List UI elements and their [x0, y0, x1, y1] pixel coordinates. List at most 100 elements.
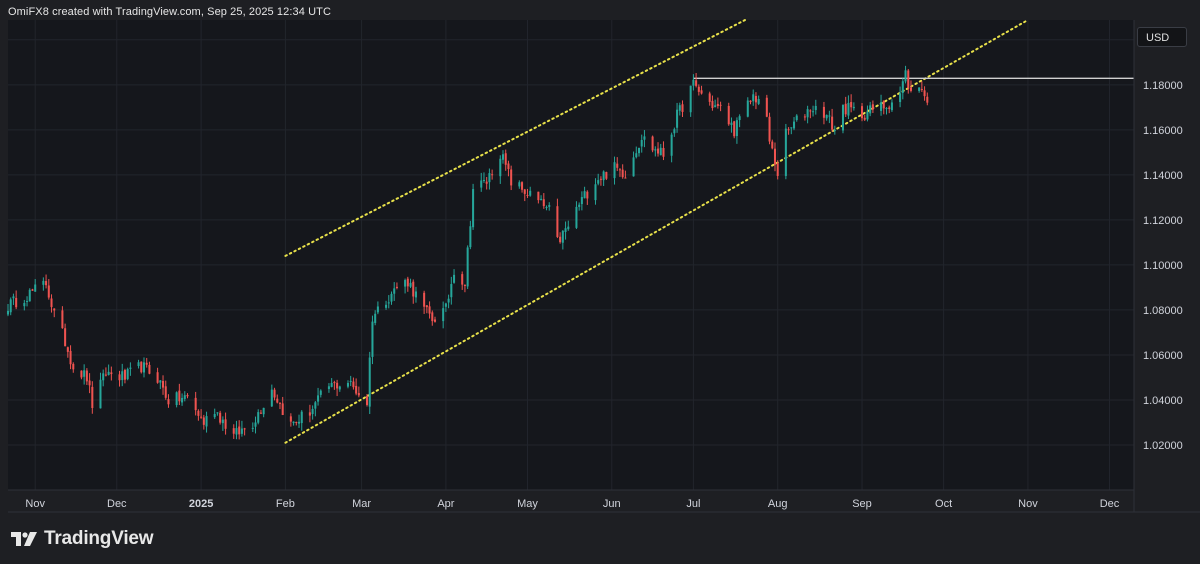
candle-body [433, 319, 437, 322]
candle [812, 105, 815, 117]
candle-body [752, 94, 755, 102]
candle [300, 410, 303, 431]
candle [224, 412, 227, 435]
candle [156, 367, 159, 384]
candle-body [257, 412, 260, 423]
candle [194, 391, 197, 416]
candle [504, 149, 507, 171]
candle-body [597, 180, 600, 184]
candle [28, 288, 31, 302]
candle-body [510, 169, 513, 186]
candle [485, 176, 488, 190]
plot-area[interactable] [8, 20, 1134, 490]
candle [137, 359, 140, 369]
candle-body [42, 280, 45, 285]
y-tick-label: 1.14000 [1143, 170, 1183, 182]
candle [673, 127, 676, 137]
candle [882, 100, 885, 115]
candle-body [235, 428, 238, 435]
candle-body [545, 206, 548, 208]
candle [9, 297, 12, 316]
candle-body [156, 372, 159, 383]
candle-body [523, 189, 526, 194]
candle [69, 345, 72, 370]
candle-body [26, 300, 29, 302]
candle [202, 414, 205, 430]
candle-body [825, 114, 828, 119]
x-tick-label: Apr [437, 498, 454, 510]
candle [844, 96, 847, 118]
candle-body [733, 121, 736, 137]
x-tick-label: Mar [352, 498, 371, 510]
candle [752, 89, 755, 106]
brand-name: TradingView [44, 528, 154, 549]
candle-body [765, 97, 768, 117]
candle [526, 188, 529, 198]
candle [53, 308, 56, 318]
candle-body [276, 398, 279, 403]
candle [735, 117, 738, 144]
candle [292, 421, 295, 426]
candle [727, 102, 730, 126]
channel-trendline[interactable] [284, 19, 747, 257]
candle-body [167, 399, 170, 405]
candle [768, 112, 771, 145]
candle-body [409, 282, 412, 287]
candle [795, 114, 798, 122]
candle [746, 97, 749, 118]
candle-body [613, 162, 616, 179]
tradingview-brand[interactable]: TradingView [10, 527, 154, 551]
candle [442, 301, 445, 329]
candle-body [833, 130, 836, 132]
candle-body [860, 106, 864, 119]
candle-body [349, 380, 352, 382]
candle [771, 139, 774, 150]
candle [681, 100, 684, 118]
candle-body [270, 389, 273, 407]
candle [787, 127, 790, 135]
candle-body [85, 370, 88, 382]
candle-body [790, 127, 793, 129]
candle-body [847, 102, 850, 116]
candle-body [395, 286, 398, 289]
candle [238, 420, 241, 440]
candle [806, 105, 809, 124]
candle-body [47, 285, 50, 298]
candle-body [850, 102, 853, 108]
candle-body [537, 191, 540, 201]
currency-badge[interactable]: USD [1137, 27, 1187, 47]
candle [281, 396, 284, 416]
candle-body [390, 293, 393, 302]
candle-body [12, 296, 15, 299]
candle-body [637, 147, 641, 154]
candle-body [311, 408, 314, 415]
x-tick-label: Jul [686, 498, 700, 510]
candle-body [871, 104, 874, 110]
candle [423, 290, 426, 314]
candle-body [213, 414, 216, 418]
candle-body [605, 172, 608, 179]
candle-body [852, 106, 855, 109]
candle [926, 92, 929, 106]
candle [599, 176, 602, 186]
candle-body [822, 106, 825, 118]
candle [733, 120, 736, 139]
candle [828, 110, 831, 124]
candle [352, 377, 355, 390]
candle-body [99, 379, 102, 409]
candle [355, 378, 358, 396]
candle [888, 105, 891, 114]
candle [624, 170, 627, 179]
candle-body [140, 361, 143, 373]
y-tick-label: 1.02000 [1143, 440, 1183, 452]
candle [670, 132, 673, 163]
candle-body [681, 104, 684, 112]
candle-body [926, 96, 929, 103]
channel-trendline[interactable] [284, 19, 1029, 444]
candle-body [708, 93, 711, 102]
x-tick-label: Aug [768, 498, 788, 510]
candle [716, 97, 719, 109]
candle [213, 408, 216, 419]
candle [23, 299, 26, 311]
